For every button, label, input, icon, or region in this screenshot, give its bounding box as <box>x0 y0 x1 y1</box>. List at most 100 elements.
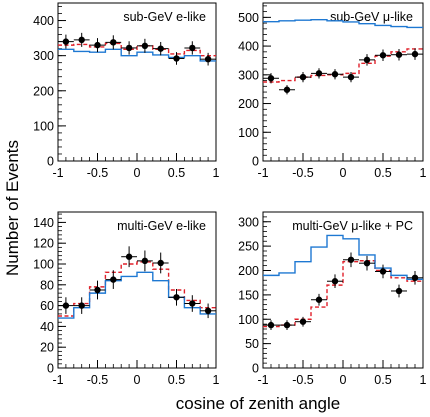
y-axis-title: Number of Events <box>3 140 22 276</box>
panel-title: sub-GeV μ-like <box>330 10 413 24</box>
data-point <box>125 44 133 52</box>
mc-no-oscillation-step <box>263 234 423 280</box>
data-point <box>267 75 275 82</box>
data-point <box>204 307 212 314</box>
y-tick-label: 300 <box>238 215 259 229</box>
data-point <box>315 70 323 77</box>
x-tick-label: 1 <box>213 166 220 180</box>
y-tick-label: 400 <box>238 40 259 54</box>
y-tick-label: 50 <box>245 337 259 351</box>
y-tick-label: 140 <box>33 216 54 230</box>
y-tick-label: 200 <box>238 264 259 278</box>
y-tick-label: 100 <box>238 126 259 140</box>
mc-oscillation-step <box>263 260 423 328</box>
data-point <box>363 259 371 267</box>
y-tick-label: 500 <box>238 11 259 25</box>
data-point <box>411 274 419 282</box>
data-point <box>299 318 307 325</box>
data-point <box>157 259 164 267</box>
x-tick-label: 0.5 <box>168 373 185 387</box>
x-tick-label: -1 <box>257 166 268 180</box>
data-point <box>62 302 70 309</box>
data-point <box>125 253 133 260</box>
x-tick-label: 0.5 <box>374 373 391 387</box>
data-point <box>173 55 180 62</box>
data-point <box>204 55 212 63</box>
chart-panel-2: 0 100 200 300 400 500 -1 -0.5 0 0.5 1 sub-GeV μ-lik… <box>238 2 427 180</box>
x-tick-label: -1 <box>52 373 63 387</box>
panel-title: sub-GeV e-like <box>123 10 206 24</box>
x-tick-label: 1 <box>420 373 427 387</box>
data-point <box>78 36 85 44</box>
x-tick-label: 1 <box>213 373 220 387</box>
y-tick-label: 60 <box>40 299 54 313</box>
data-point <box>62 38 70 45</box>
data-point <box>141 42 149 50</box>
data-point <box>347 256 355 263</box>
data-point <box>110 276 117 283</box>
y-tick-label: 100 <box>33 258 54 272</box>
data-point <box>379 268 387 275</box>
data-point <box>94 41 101 49</box>
data-point <box>395 51 403 58</box>
mc-no-oscillation-step <box>58 48 216 62</box>
data-point <box>379 52 387 59</box>
panel-frame <box>57 2 217 162</box>
data-point <box>331 71 339 78</box>
x-tick-label: 0 <box>340 373 347 387</box>
x-tick-label: 1 <box>420 166 427 180</box>
data-point <box>173 294 180 301</box>
data-point <box>110 39 117 46</box>
data-point <box>189 44 196 52</box>
y-tick-label: 0 <box>252 155 259 169</box>
x-tick-label: -1 <box>52 166 63 180</box>
y-tick-label: 40 <box>40 320 54 334</box>
data-point <box>157 45 164 52</box>
y-tick-label: 100 <box>238 313 259 327</box>
panel-title: multi-GeV μ-like + PC <box>292 219 413 233</box>
y-tick-label: 0 <box>252 362 259 376</box>
x-tick-label: -0.5 <box>87 166 109 180</box>
data-point <box>395 287 403 295</box>
x-tick-label: 0 <box>340 166 347 180</box>
y-tick-label: 0 <box>47 155 54 169</box>
data-point <box>283 86 291 93</box>
data-point <box>347 73 355 81</box>
y-tick-label: 20 <box>40 341 54 355</box>
y-tick-label: 200 <box>33 84 54 98</box>
x-tick-label: -0.5 <box>87 373 109 387</box>
data-point <box>267 321 275 329</box>
chart-panel-3: 0 20 40 60 80 100 120 140 -1 -0.5 0 0.5 1 multi-GeV e… <box>33 211 220 387</box>
data-point <box>189 300 196 307</box>
chart-panel-4: 0 50 100 150 200 250 300 -1 -0.5 0 0.5 1 multi-GeV μ… <box>238 211 427 387</box>
data-point <box>94 286 101 294</box>
y-tick-label: 80 <box>40 278 54 292</box>
y-tick-label: 0 <box>47 362 54 376</box>
data-point <box>78 302 85 309</box>
y-tick-label: 300 <box>33 49 54 63</box>
data-point <box>315 296 323 303</box>
y-tick-label: 100 <box>33 119 54 133</box>
x-tick-label: -0.5 <box>292 166 314 180</box>
data-point <box>331 278 339 285</box>
x-tick-label: 0 <box>134 373 141 387</box>
y-tick-label: 250 <box>238 240 259 254</box>
data-point <box>141 257 149 265</box>
x-tick-label: 0.5 <box>168 166 185 180</box>
y-tick-label: 120 <box>33 237 54 251</box>
data-point <box>363 56 371 64</box>
chart-panel-1: 0 100 200 300 400 -1 -0.5 0 0.5 1 sub-GeV e-like <box>33 2 220 180</box>
y-tick-label: 150 <box>238 288 259 302</box>
data-point <box>411 50 419 58</box>
x-tick-label: 0.5 <box>374 166 391 180</box>
panel-title: multi-GeV e-like <box>117 219 206 233</box>
y-tick-label: 300 <box>238 68 259 82</box>
y-tick-label: 200 <box>238 97 259 111</box>
x-tick-label: 0 <box>134 166 141 180</box>
x-tick-label: -1 <box>257 373 268 387</box>
x-tick-label: -0.5 <box>292 373 314 387</box>
data-point <box>299 73 307 81</box>
x-axis-title: cosine of zenith angle <box>176 394 340 413</box>
mc-no-oscillation-step <box>263 18 423 29</box>
